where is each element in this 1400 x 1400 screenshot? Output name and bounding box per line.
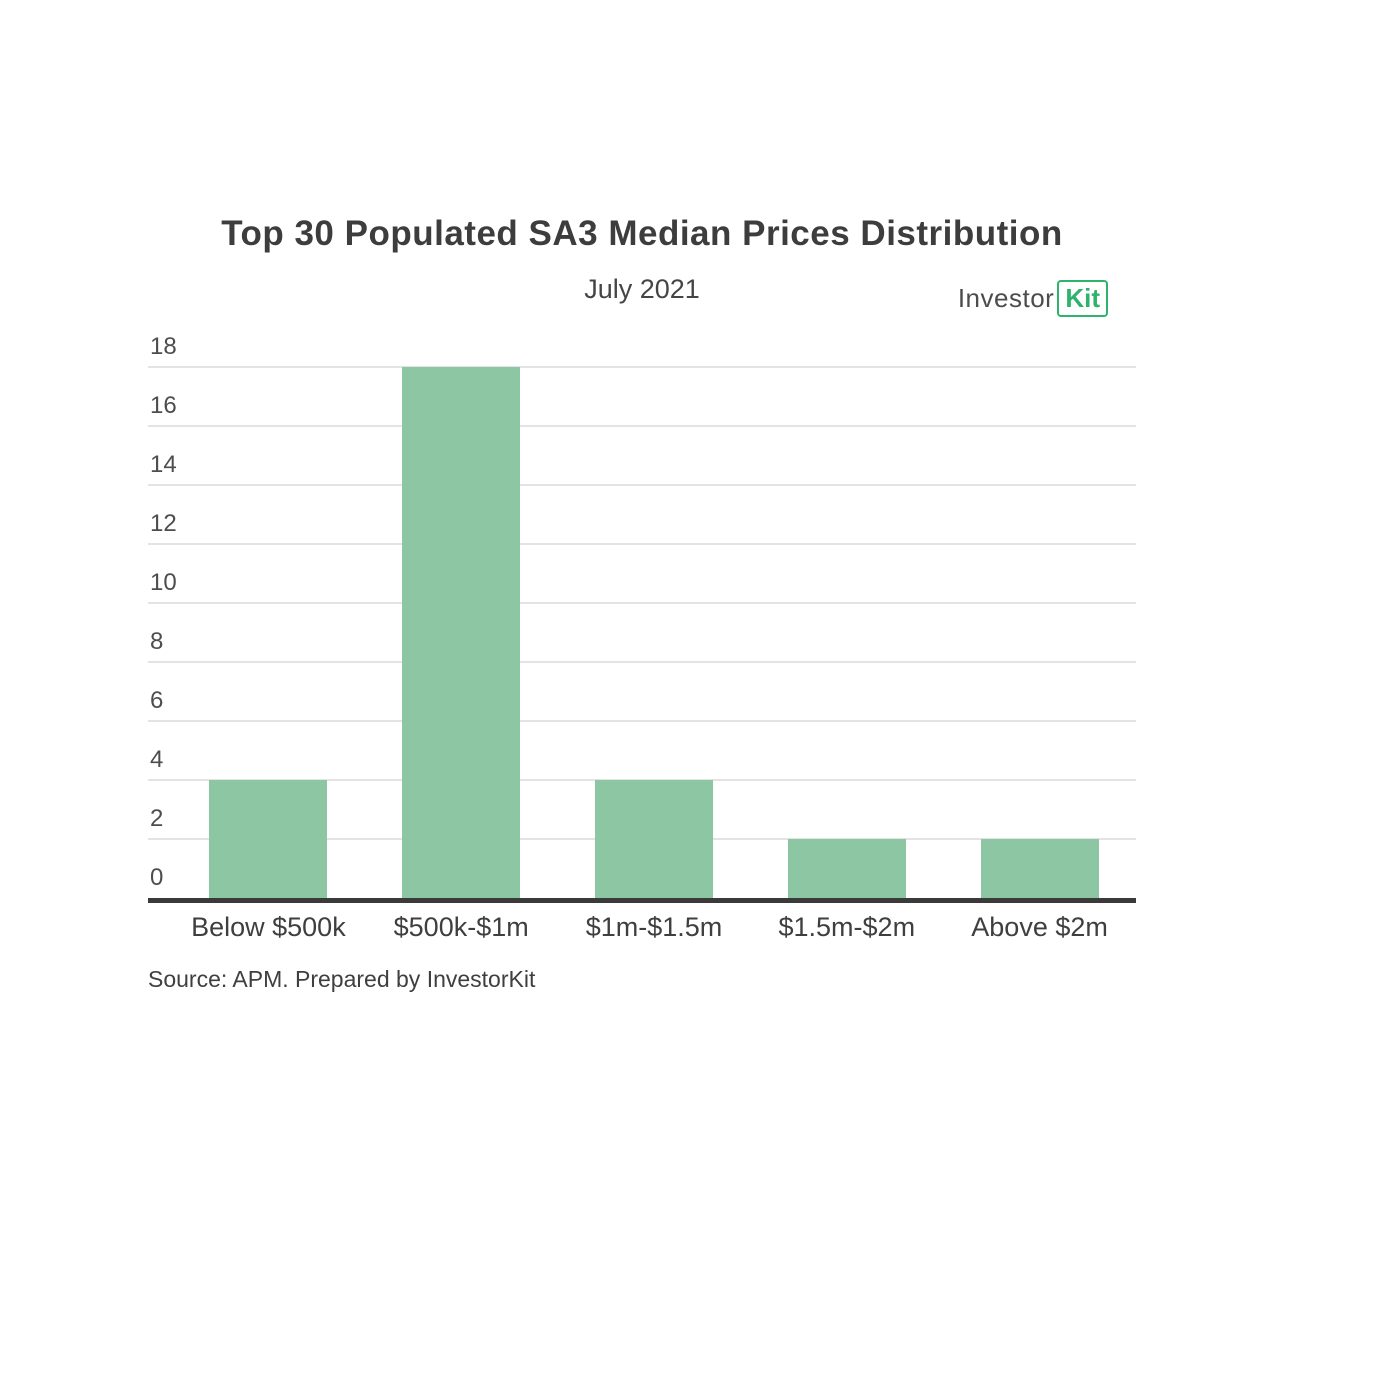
x-labels: Below $500k $500k-$1m $1m-$1.5m $1.5m-$2m Ab…: [172, 912, 1136, 943]
bar-Above $2m: [980, 839, 1099, 898]
y-axis-tick-label: 0: [150, 864, 164, 891]
bar-$1.5m-$2m: [787, 839, 906, 898]
gridline: [148, 602, 1136, 604]
plot-area: 0 2 4 6 8 10 12 14 16 18: [148, 333, 1136, 898]
logo-text-investor: Investor: [957, 283, 1055, 313]
x-axis-category-label: Above $2m: [971, 912, 1108, 942]
logo-kit-badge: Kit: [1057, 280, 1108, 317]
bar-chart: Top 30 Populated SA3 Median Prices Distr…: [148, 200, 1136, 1040]
x-axis-category-label: $1.5m-$2m: [778, 912, 916, 942]
x-axis-category-label: Below $500k: [191, 912, 346, 942]
bar-slot: [943, 367, 1136, 898]
y-axis-tick-label: 2: [150, 805, 164, 832]
y-axis-tick-label: 4: [150, 746, 164, 773]
bar-slot: [750, 367, 943, 898]
y-axis-tick-label: 8: [150, 628, 164, 655]
y-axis-tick-label: 6: [150, 687, 164, 714]
chart-title: Top 30 Populated SA3 Median Prices Distr…: [221, 214, 1063, 253]
y-axis-tick-label: 18: [150, 333, 177, 360]
gridline: [148, 484, 1136, 486]
gridline: [148, 366, 1136, 368]
x-axis-category-label: $1m-$1.5m: [585, 912, 723, 942]
gridline: [148, 661, 1136, 663]
y-axis-tick-label: 14: [150, 451, 177, 478]
bar-$1m-$1.5m: [594, 780, 713, 898]
bar-$500k-$1m: [402, 367, 521, 898]
y-axis-tick-label: 12: [150, 510, 177, 537]
investorkit-logo: Investor Kit: [958, 280, 1108, 317]
bar-slot: [365, 367, 558, 898]
bars: [172, 367, 1136, 898]
bar-slot: [558, 367, 751, 898]
gridline: [148, 720, 1136, 722]
bar-Below $500k: [209, 780, 328, 898]
chart-subtitle: July 2021: [584, 274, 700, 304]
gridline: [148, 543, 1136, 545]
gridline: [148, 425, 1136, 427]
x-axis-category-label: $500k-$1m: [393, 912, 529, 942]
y-axis-tick-label: 10: [150, 569, 177, 596]
y-axis-tick-label: 16: [150, 392, 177, 419]
x-axis-line: [148, 898, 1136, 903]
source-note: Source: APM. Prepared by InvestorKit: [148, 966, 536, 992]
bar-slot: [172, 367, 365, 898]
